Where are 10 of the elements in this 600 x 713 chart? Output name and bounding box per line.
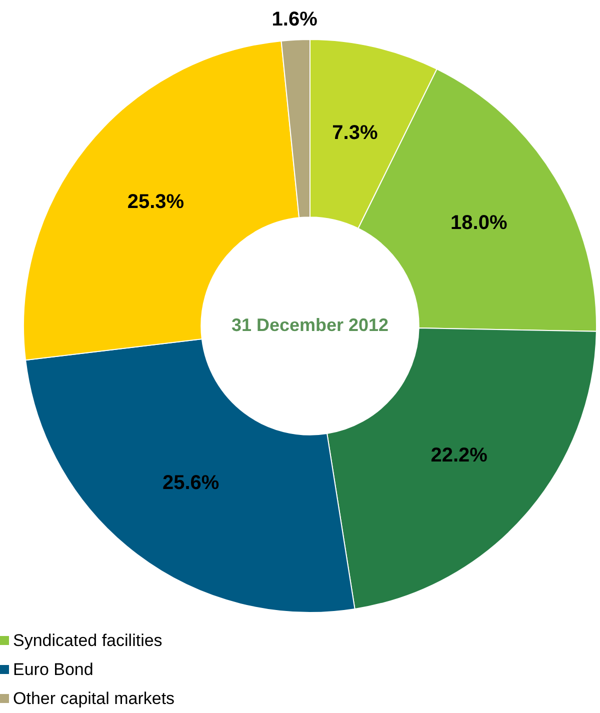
data-label: 22.2% — [430, 444, 488, 466]
data-label: 7.3% — [332, 122, 378, 144]
legend-label: Other capital markets — [13, 688, 175, 708]
data-label: 18.0% — [450, 212, 508, 234]
data-label: 25.6% — [162, 472, 220, 494]
legend-label: Syndicated facilities — [13, 630, 162, 650]
text: 31 December 2012 — [231, 314, 389, 335]
legend-label: Euro Bond — [13, 660, 94, 680]
data-label: 1.6% — [272, 8, 318, 30]
data-label: 25.3% — [127, 190, 184, 213]
